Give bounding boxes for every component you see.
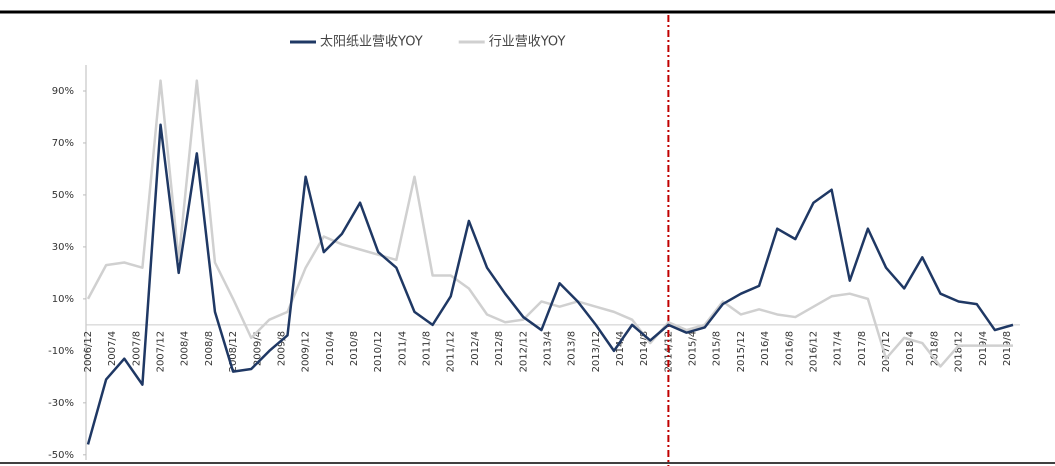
x-tick-label: 2017/4 xyxy=(833,331,844,366)
x-tick-label: 2013/4 xyxy=(542,331,553,366)
x-tick-label: 2009/4 xyxy=(252,331,263,366)
x-tick-label: 2006/12 xyxy=(83,331,94,373)
y-tick-label: -30% xyxy=(48,398,74,409)
x-tick-label: 2008/4 xyxy=(180,331,191,366)
x-tick-label: 2016/12 xyxy=(808,331,819,373)
x-tick-label: 2016/4 xyxy=(760,331,771,366)
x-tick-label: 2014/8 xyxy=(639,331,650,366)
x-tick-label: 2013/12 xyxy=(591,331,602,373)
x-tick-label: 2017/12 xyxy=(881,331,892,373)
y-tick-label: 10% xyxy=(52,294,74,305)
x-tick-label: 2015/12 xyxy=(736,331,747,373)
y-tick-label: 50% xyxy=(52,190,74,201)
x-tick-label: 2018/12 xyxy=(954,331,965,373)
x-tick-label: 2011/12 xyxy=(446,331,457,373)
x-tick-label: 2014/4 xyxy=(615,331,626,366)
x-tick-label: 2016/8 xyxy=(784,331,795,366)
x-tick-label: 2010/12 xyxy=(373,331,384,373)
y-tick-label: 30% xyxy=(52,242,74,253)
x-tick-label: 2007/4 xyxy=(107,331,118,366)
y-tick-label: 90% xyxy=(52,86,74,97)
x-tick-label: 2012/8 xyxy=(494,331,505,366)
x-tick-label: 2010/8 xyxy=(349,331,360,366)
x-tick-label: 2015/8 xyxy=(712,331,723,366)
y-tick-label: -10% xyxy=(48,346,74,357)
x-tick-label: 2009/8 xyxy=(276,331,287,366)
x-tick-label: 2012/12 xyxy=(518,331,529,373)
x-tick-label: 2007/8 xyxy=(131,331,142,366)
x-tick-label: 2011/8 xyxy=(422,331,433,366)
x-tick-label: 2010/4 xyxy=(325,331,336,366)
x-tick-label: 2018/4 xyxy=(905,331,916,366)
x-tick-label: 2008/8 xyxy=(204,331,215,366)
y-tick-label: -50% xyxy=(48,450,74,461)
y-tick-label: 70% xyxy=(52,138,74,149)
x-tick-label: 2008/12 xyxy=(228,331,239,373)
x-tick-label: 2019/8 xyxy=(1002,331,1013,366)
x-tick-label: 2015/4 xyxy=(688,331,699,366)
x-tick-label: 2009/12 xyxy=(301,331,312,373)
x-tick-label: 2017/8 xyxy=(857,331,868,366)
series-line xyxy=(86,123,1014,445)
series-line xyxy=(86,79,1013,368)
legend-label: 太阳纸业营收YOY xyxy=(320,35,423,50)
x-tick-label: 2011/4 xyxy=(397,331,408,366)
x-tick-label: 2012/4 xyxy=(470,331,481,366)
legend-label: 行业营收YOY xyxy=(489,35,566,50)
x-tick-label: 2018/8 xyxy=(929,331,940,366)
x-tick-label: 2013/8 xyxy=(567,331,578,366)
x-tick-label: 2019/4 xyxy=(978,331,989,366)
x-tick-label: 2007/12 xyxy=(156,331,167,373)
